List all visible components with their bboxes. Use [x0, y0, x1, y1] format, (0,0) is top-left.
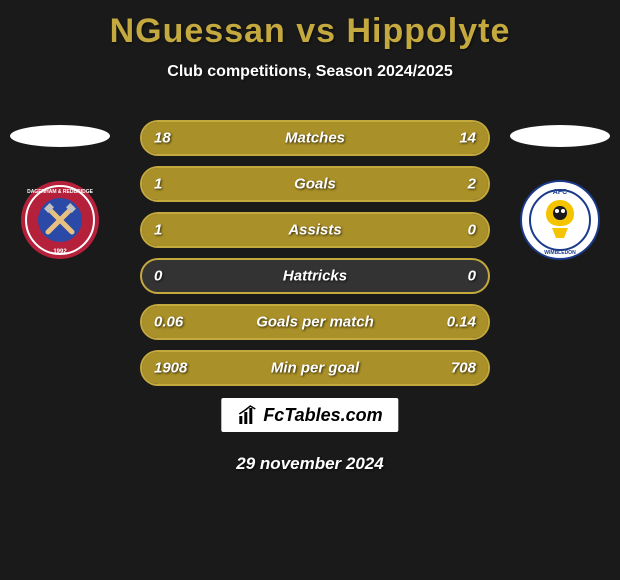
dagenham-badge-icon: DAGENHAM & REDBRIDGE 1992	[20, 180, 100, 260]
chart-icon	[237, 404, 259, 426]
stat-value-right: 0.14	[447, 314, 476, 331]
stat-value-left: 1	[154, 222, 162, 239]
branding-text: FcTables.com	[263, 405, 382, 426]
svg-text:WIMBLEDON: WIMBLEDON	[544, 250, 576, 256]
svg-text:DAGENHAM & REDBRIDGE: DAGENHAM & REDBRIDGE	[27, 189, 94, 195]
stat-bar-goals-per-match: 0.06 0.14 Goals per match	[140, 304, 490, 340]
stat-label: Min per goal	[271, 360, 359, 377]
subtitle: Club competitions, Season 2024/2025	[0, 63, 620, 81]
stat-bar-goals: 1 2 Goals	[140, 166, 490, 202]
club-badge-left: DAGENHAM & REDBRIDGE 1992	[20, 180, 100, 260]
stat-value-left: 0.06	[154, 314, 183, 331]
stat-value-left: 1908	[154, 360, 187, 377]
stat-label: Goals per match	[256, 314, 374, 331]
stat-value-left: 18	[154, 130, 171, 147]
stat-bar-assists: 1 0 Assists	[140, 212, 490, 248]
date-label: 29 november 2024	[236, 454, 383, 474]
player-slot-right	[510, 125, 610, 147]
branding-badge: FcTables.com	[221, 398, 398, 432]
player-slot-left	[10, 125, 110, 147]
page-title: NGuessan vs Hippolyte	[0, 0, 620, 51]
stat-bar-matches: 18 14 Matches	[140, 120, 490, 156]
club-badge-right: AFC WIMBLEDON	[520, 180, 600, 260]
stat-label: Matches	[285, 130, 345, 147]
stat-value-right: 2	[468, 176, 476, 193]
stat-value-right: 708	[451, 360, 476, 377]
stat-label: Assists	[288, 222, 341, 239]
stat-bar-hattricks: 0 0 Hattricks	[140, 258, 490, 294]
stat-value-right: 0	[468, 222, 476, 239]
stat-value-right: 14	[459, 130, 476, 147]
svg-text:1992: 1992	[53, 249, 67, 255]
bar-fill-right	[256, 168, 488, 200]
stat-label: Goals	[294, 176, 336, 193]
stat-label: Hattricks	[283, 268, 347, 285]
stat-bar-min-per-goal: 1908 708 Min per goal	[140, 350, 490, 386]
stat-value-left: 0	[154, 268, 162, 285]
svg-text:AFC: AFC	[553, 189, 567, 196]
stat-value-left: 1	[154, 176, 162, 193]
wimbledon-badge-icon: AFC WIMBLEDON	[520, 180, 600, 260]
stats-bars: 18 14 Matches 1 2 Goals 1 0 Assists 0 0 Hattricks 0.…	[140, 120, 490, 396]
stat-value-right: 0	[468, 268, 476, 285]
